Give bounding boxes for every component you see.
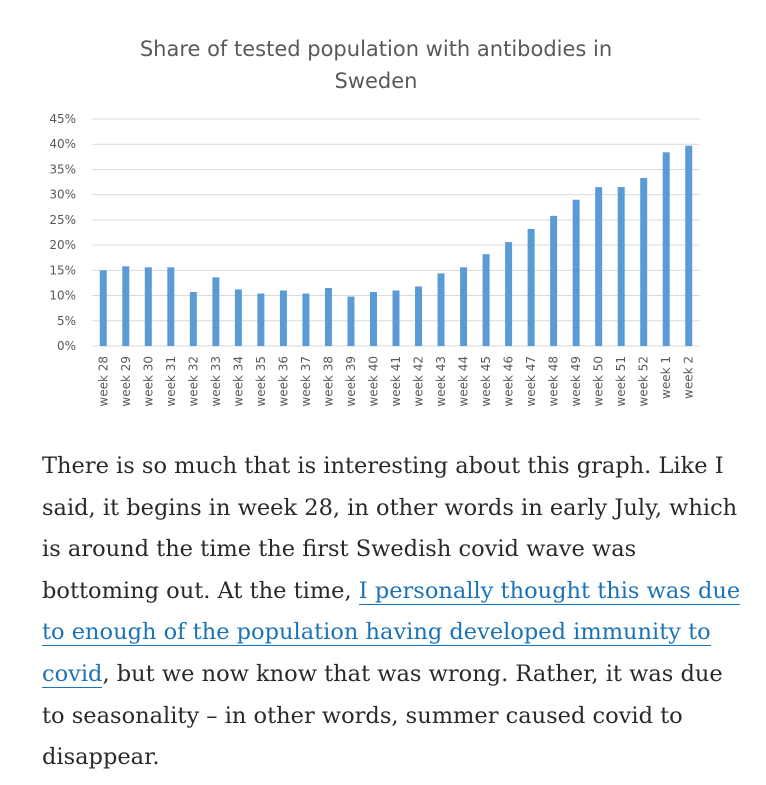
bar (99, 270, 107, 346)
x-axis-ticks: week 28 week 29 week 30 week 31 week 32 week … (96, 356, 695, 407)
x-tick-label: week 44 (457, 356, 471, 407)
bar (279, 290, 287, 346)
x-tick-label: week 30 (141, 356, 155, 407)
bar (415, 286, 423, 346)
bar (505, 242, 513, 346)
antibody-share-chart: Share of tested population with antibodi… (49, 37, 700, 407)
x-tick-label: week 33 (209, 356, 223, 407)
bar (144, 267, 152, 346)
x-tick-label: week 37 (299, 356, 313, 407)
bar (324, 287, 332, 346)
x-tick-label: week 52 (637, 356, 651, 407)
x-tick-label: week 41 (389, 356, 403, 407)
bar (640, 178, 648, 346)
bar (437, 273, 445, 346)
bar (347, 296, 355, 346)
bar (595, 187, 603, 346)
x-tick-label: week 34 (231, 356, 245, 407)
bar (527, 228, 535, 346)
x-tick-label: week 39 (344, 356, 358, 407)
x-tick-label: week 28 (96, 356, 110, 407)
y-tick-label: 25% (49, 213, 76, 227)
y-tick-label: 10% (49, 289, 76, 303)
x-tick-label: week 46 (502, 356, 516, 407)
bar (550, 215, 558, 346)
article-paragraph: There is so much that is interesting abo… (42, 446, 742, 779)
x-tick-label: week 49 (569, 356, 583, 407)
article-text-after-link: , but we now know that was wrong. Rather… (42, 660, 723, 771)
y-tick-label: 30% (49, 188, 76, 202)
x-tick-label: week 29 (119, 356, 133, 407)
x-tick-label: week 45 (479, 356, 493, 407)
y-tick-label: 35% (49, 162, 76, 176)
bar (685, 145, 693, 346)
y-tick-label: 0% (57, 339, 76, 353)
y-tick-label: 40% (49, 137, 76, 151)
bar (212, 277, 220, 346)
x-tick-label: week 47 (524, 356, 538, 407)
x-tick-label: week 35 (254, 356, 268, 407)
x-tick-label: week 50 (592, 356, 606, 407)
article-text-before-link: There is so much that is interesting abo… (42, 453, 738, 604)
x-tick-label: week 42 (412, 356, 426, 407)
bar (189, 292, 197, 346)
bar (617, 187, 625, 346)
bar (662, 152, 670, 346)
x-tick-label: week 32 (186, 356, 200, 407)
bar (122, 266, 130, 346)
chart-title-line-2: Sweden (335, 69, 418, 93)
article-link[interactable]: I personally thought this was due to eno… (42, 577, 741, 688)
y-tick-label: 45% (49, 112, 76, 126)
x-tick-label: week 43 (434, 356, 448, 407)
x-tick-label: week 48 (547, 356, 561, 407)
bar (234, 289, 242, 346)
y-tick-label: 20% (49, 238, 76, 252)
y-tick-label: 5% (57, 314, 76, 328)
bar (482, 254, 490, 346)
x-tick-label: week 36 (276, 356, 290, 407)
y-tick-label: 15% (49, 263, 76, 277)
x-tick-label: week 2 (682, 356, 696, 399)
chart-bars (99, 145, 693, 346)
x-tick-label: week 31 (164, 356, 178, 407)
y-axis-ticks: 0% 5% 10% 15% 20% 25% 30% 35% 40% 45% (49, 112, 76, 353)
bar (572, 199, 580, 346)
chart-title-line-1: Share of tested population with antibodi… (140, 37, 612, 61)
bar (392, 290, 400, 346)
bar (460, 267, 468, 346)
x-tick-label: week 38 (321, 356, 335, 407)
x-tick-label: week 1 (659, 356, 673, 399)
bar (369, 292, 377, 346)
bar (302, 293, 310, 346)
bar (167, 267, 175, 346)
x-tick-label: week 40 (366, 356, 380, 407)
bar (257, 293, 265, 346)
x-tick-label: week 51 (614, 356, 628, 407)
